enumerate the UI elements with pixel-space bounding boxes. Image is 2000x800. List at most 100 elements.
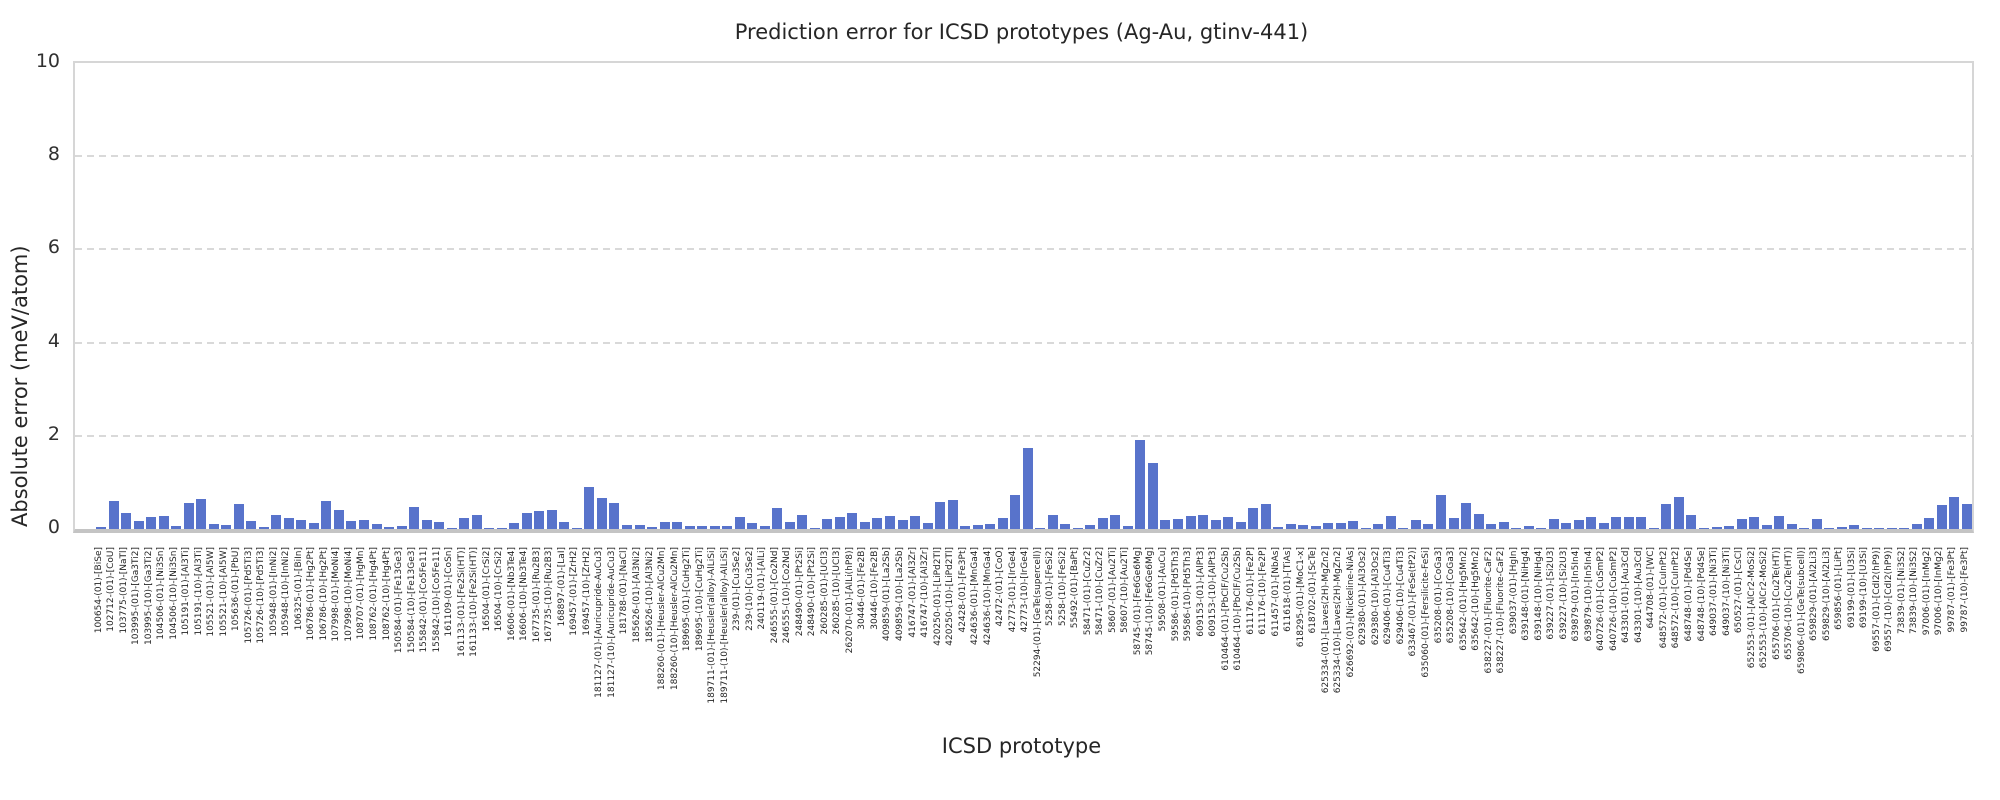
- bar: [1836, 526, 1847, 529]
- x-tick-label: 635060-(01)-[Fersilicite-FeSi]: [1420, 547, 1431, 678]
- bar: [684, 525, 695, 529]
- bar: [672, 522, 683, 529]
- x-tick-label: 97006-(01)-[InMg2]: [1921, 547, 1932, 636]
- x-tick-label: 168897-(01)-[LaI]: [556, 547, 567, 627]
- bar: [1335, 523, 1346, 529]
- x-tick-label: 248490-(10)-[Pt2Si]: [807, 547, 818, 637]
- x-tick-label: 239-(10)-[Cu3Se2]: [744, 547, 755, 631]
- x-tick-label: 169457-(10)-[ZrH2]: [581, 547, 592, 636]
- x-tick-label: 103775-(01)-[NaTl]: [118, 547, 129, 634]
- bar: [434, 521, 445, 529]
- bar: [722, 526, 733, 529]
- bar: [133, 520, 144, 529]
- bar: [1097, 518, 1108, 529]
- gridline: [75, 434, 1972, 437]
- x-tick-label: 58745-(10)-[Fe6Ge6Mg]: [1145, 547, 1156, 656]
- bar: [609, 502, 620, 529]
- bar: [1736, 519, 1747, 529]
- x-tick-label: 181788-(01)-[NaCl]: [619, 547, 630, 635]
- bar: [1611, 516, 1622, 529]
- x-axis-label: ICSD prototype: [941, 734, 1102, 758]
- bar: [1561, 523, 1572, 529]
- x-tick-label: 105948-(10)-[InNi2]: [281, 547, 292, 637]
- x-tick-label: 55492-(01)-[BaPt]: [1070, 547, 1081, 629]
- bar: [1598, 522, 1609, 529]
- bar: [1774, 516, 1785, 529]
- bar: [158, 515, 169, 529]
- x-tick-label: 59508-(01)-[AuCu]: [1157, 547, 1168, 632]
- bar: [747, 523, 758, 529]
- x-tick-label: 629406-(10)-[Cu4Ti3]: [1395, 547, 1406, 645]
- bar: [847, 512, 858, 529]
- y-tick-label: 6: [47, 236, 60, 259]
- x-tick-label: 639148-(01)-[NiHg4]: [1521, 547, 1532, 641]
- bar: [1936, 504, 1947, 529]
- bar: [1661, 503, 1672, 529]
- x-tick-label: 106786-(10)-[Hg2Pt]: [318, 547, 329, 641]
- bar: [371, 524, 382, 529]
- y-tick-label: 0: [47, 516, 60, 538]
- bar: [1210, 520, 1221, 529]
- x-tick-label: 609153-(10)-[AlPt3]: [1208, 547, 1219, 637]
- x-tick-label: 185626-(01)-[Al3Ni2]: [632, 547, 642, 643]
- x-tick-labels: 100654-(01)-[BiSe] 102712-(01)-[CoU] 10377…: [73, 547, 1970, 722]
- x-tick-label: 648748-(01)-[Pd4Se]: [1683, 547, 1694, 642]
- bar: [333, 510, 344, 529]
- bar: [1410, 520, 1421, 529]
- bar: [296, 520, 307, 529]
- bar: [1686, 515, 1697, 529]
- x-tick-label: 42428-(01)-[Fe3Pt]: [957, 547, 968, 633]
- x-tick-label: 42773-(01)-[IrGe4]: [1007, 547, 1018, 633]
- x-tick-label: 611176-(01)-[Fe2P]: [1245, 547, 1256, 635]
- bar: [1185, 515, 1196, 529]
- bar: [897, 520, 908, 529]
- bar: [884, 515, 895, 529]
- bar: [233, 504, 244, 529]
- x-tick-label: 260285-(10)-[UCl3]: [832, 547, 843, 635]
- x-tick-label: 649037-(10)-[Ni3Ti]: [1721, 547, 1732, 637]
- x-tick-label: 640726-(01)-[CuSmP2]: [1596, 547, 1607, 651]
- x-tick-label: 155842-(10)-[Co5Fe11]: [431, 547, 442, 653]
- bar: [384, 527, 395, 529]
- bar: [834, 516, 845, 529]
- bar: [1461, 502, 1472, 529]
- x-tick-label: 240119-(01)-[AlLi]: [757, 547, 768, 630]
- x-tick-label: 638227-(10)-[Fluorite-CaF2]: [1496, 547, 1507, 674]
- bar: [1623, 516, 1634, 529]
- bar: [509, 523, 520, 529]
- x-tick-label: 104506-(10)-[Ni3Sn]: [168, 547, 179, 640]
- x-tick-label: 652553-(01)-[AlCr2-MoSi2]: [1746, 547, 1757, 669]
- x-tick-label: 416747-(01)-[Al3Zr]: [907, 547, 918, 638]
- x-tick-label: 106325-(01)-[BiIn]: [293, 547, 304, 631]
- x-tick-label: 189695-(10)-[CuHg2Ti]: [694, 547, 705, 652]
- bar: [1486, 523, 1497, 529]
- x-tick-label: 102712-(01)-[CoU]: [106, 547, 117, 632]
- x-tick-label: 239-(01)-[Cu3Se2]: [732, 547, 743, 631]
- x-tick-label: 105636-(01)-[PbU]: [231, 547, 242, 632]
- bar: [859, 522, 870, 529]
- bar: [1786, 524, 1797, 529]
- x-tick-label: 150584-(10)-[Fe13Ge3]: [406, 547, 417, 654]
- x-tick-label: 181127-(01)-[Auricupride-AuCu3]: [594, 547, 605, 698]
- bar: [1285, 523, 1296, 529]
- bar: [1022, 447, 1033, 529]
- y-tick-label: 4: [47, 329, 60, 352]
- x-tick-label: 5258-(10)-[FeSi2]: [1057, 547, 1068, 627]
- x-tick-label: 655706-(10)-[Cu2Te(HT)]: [1784, 547, 1795, 660]
- bar: [1949, 497, 1960, 529]
- bar: [1448, 518, 1459, 529]
- x-tick-label: 103995-(01)-[Ga3Ti2]: [131, 547, 142, 646]
- bar: [1849, 524, 1860, 529]
- bar: [1874, 527, 1885, 529]
- x-tick-label: 189695-(01)-[CuHg2Ti]: [682, 547, 693, 652]
- x-tick-label: 161133-(10)-[Fe2Si(HT)]: [469, 547, 480, 657]
- x-tick-label: 69557-(10)-[CdI2(hP9)]: [1884, 547, 1895, 652]
- x-tick-label: 248490-(01)-[Pt2Si]: [794, 547, 805, 637]
- x-tick-label: 650527-(01)-[CsCl]: [1734, 547, 1745, 634]
- x-tick-label: 99787-(10)-[Fe3Pt]: [1959, 547, 1970, 633]
- bar: [421, 520, 432, 529]
- bar: [308, 522, 319, 529]
- gridline: [75, 155, 1972, 158]
- x-tick-label: 105521-(10)-[Al5W]: [218, 547, 229, 637]
- x-tick-label: 609153-(01)-[AlPt3]: [1195, 547, 1206, 637]
